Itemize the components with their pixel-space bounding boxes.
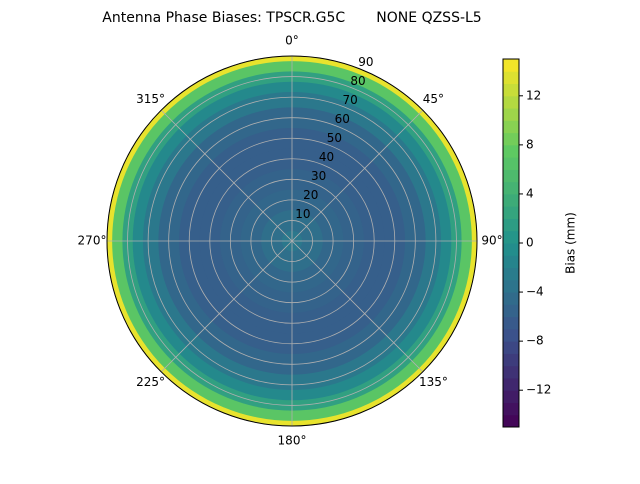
colorbar-label: Bias (mm) — [564, 212, 578, 274]
colorbar-band — [503, 169, 519, 183]
r-tick-label: 70 — [342, 93, 357, 107]
colorbar-band — [503, 108, 519, 121]
colorbar-band — [503, 365, 519, 379]
r-tick-label: 20 — [303, 188, 318, 202]
colorbar-tick-label: −12 — [526, 383, 551, 397]
colorbar-band — [503, 206, 519, 219]
grid: 0° 45° 90° 135° 180° 225° 270° 315° 10 20 30 40 50 60… — [78, 34, 503, 448]
chart-title: Antenna Phase Biases: TPSCR.G5C NONE QZS… — [102, 10, 481, 26]
polar-frame — [106, 55, 478, 427]
colorbar-band — [503, 83, 519, 97]
colorbar-band — [503, 59, 519, 72]
grid-spoke — [160, 109, 293, 242]
colorbar-band — [503, 390, 519, 403]
colorbar-band — [503, 402, 519, 416]
colorbar-band — [503, 132, 519, 146]
grid-spoke — [291, 240, 424, 373]
r-tick-label: 30 — [311, 169, 326, 183]
colorbar-band — [503, 377, 519, 391]
colorbar-tick-label: 8 — [526, 137, 534, 151]
colorbar-band — [503, 193, 519, 207]
colorbar: −12 −8 −4 0 4 8 12 — [502, 58, 551, 428]
theta-tick-label: 225° — [136, 375, 165, 389]
r-tick-label: 40 — [319, 150, 334, 164]
colorbar-band — [503, 71, 519, 85]
colorbar-band — [503, 144, 519, 158]
colorbar-band — [503, 243, 519, 256]
theta-tick-label: 180° — [278, 434, 307, 448]
colorbar-band — [503, 414, 519, 428]
colorbar-band — [503, 181, 519, 195]
colorbar-band — [503, 230, 519, 244]
theta-tick-label: 45° — [423, 92, 444, 106]
r-tick-label: 80 — [350, 74, 365, 88]
colorbar-band — [503, 267, 519, 281]
colorbar-tick-label: −8 — [526, 334, 544, 348]
colorbar-tick-label: 4 — [526, 186, 534, 200]
grid-spoke — [291, 109, 424, 242]
colorbar-tick-label: 12 — [526, 88, 541, 102]
colorbar-band — [503, 157, 519, 170]
r-tick-label: 50 — [327, 131, 342, 145]
r-tick-label: 60 — [335, 112, 350, 126]
colorbar-band — [503, 255, 519, 269]
colorbar-band — [503, 95, 519, 109]
theta-tick-label: 270° — [78, 234, 107, 248]
colorbar-band — [503, 120, 519, 134]
theta-tick-label: 315° — [136, 92, 165, 106]
colorbar-band — [503, 292, 519, 305]
colorbar-band — [503, 316, 519, 330]
colorbar-tick-label: 0 — [526, 236, 534, 250]
r-tick-label: 90 — [358, 55, 373, 69]
colorbar-band — [503, 341, 519, 354]
colorbar-tick-label: −4 — [526, 285, 544, 299]
r-tick-label: 10 — [295, 207, 310, 221]
theta-tick-label: 0° — [285, 34, 299, 48]
theta-tick-label: 135° — [419, 375, 448, 389]
grid-spoke — [160, 240, 293, 373]
theta-tick-label: 90° — [481, 234, 502, 248]
colorbar-band — [503, 328, 519, 342]
colorbar-band — [503, 218, 519, 232]
colorbar-band — [503, 304, 519, 318]
colorbar-band — [503, 279, 519, 293]
colorbar-band — [503, 353, 519, 367]
